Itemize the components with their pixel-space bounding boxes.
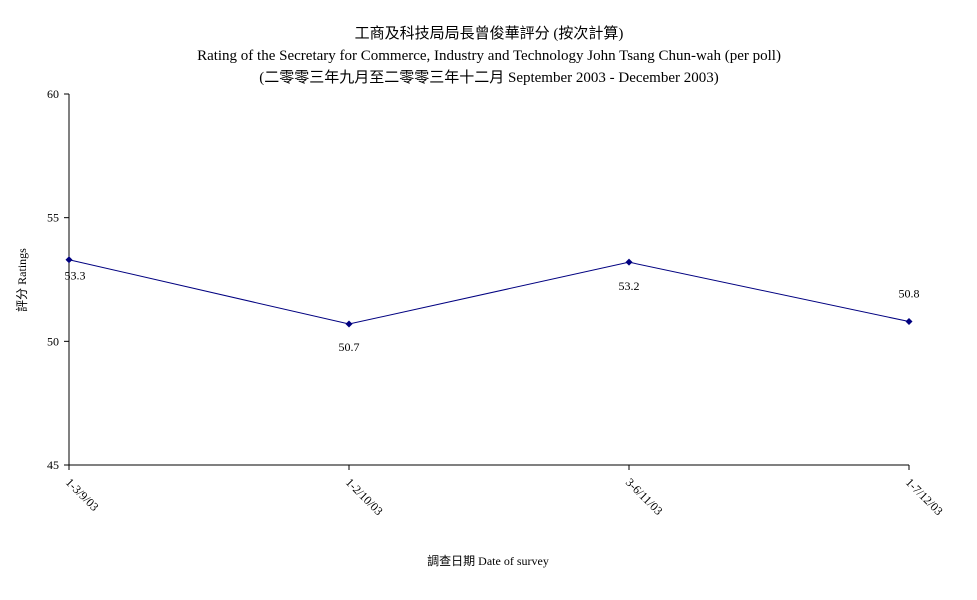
x-axis-label: 調查日期 Date of survey [427, 554, 549, 568]
x-tick-label: 1-2/10/03 [343, 475, 386, 518]
x-tick-label: 3-6/11/03 [623, 475, 666, 518]
y-axis-ticks: 45 50 55 60 [47, 87, 69, 472]
y-tick-label: 45 [47, 458, 59, 472]
data-label: 53.2 [619, 279, 640, 293]
y-tick-label: 60 [47, 87, 59, 101]
data-label: 50.8 [899, 287, 920, 301]
series-line [68, 259, 910, 325]
data-point [625, 258, 633, 266]
data-label: 50.7 [339, 340, 360, 354]
x-tick-label: 1-3/9/03 [63, 475, 102, 514]
data-point [905, 318, 913, 326]
y-tick-label: 55 [47, 211, 59, 225]
chart-title: 工商及科技局局長曾俊華評分 (按次計算) [355, 24, 624, 42]
x-tick-label: 1-7/12/03 [903, 475, 946, 518]
chart-subtitle: Rating of the Secretary for Commerce, In… [197, 48, 781, 64]
data-point [345, 320, 353, 328]
chart-subtitle-period: (二零零三年九月至二零零三年十二月 September 2003 - Decem… [259, 69, 719, 86]
y-tick-label: 50 [47, 334, 59, 348]
y-axis-label: 評分 Ratings [14, 248, 29, 312]
x-axis-ticks: 1-3/9/03 1-2/10/03 3-6/11/03 1-7/12/03 [63, 465, 946, 518]
data-point [65, 256, 73, 264]
series-line-group: 53.3 50.7 53.2 50.8 [65, 256, 920, 354]
data-label: 53.3 [65, 269, 86, 283]
